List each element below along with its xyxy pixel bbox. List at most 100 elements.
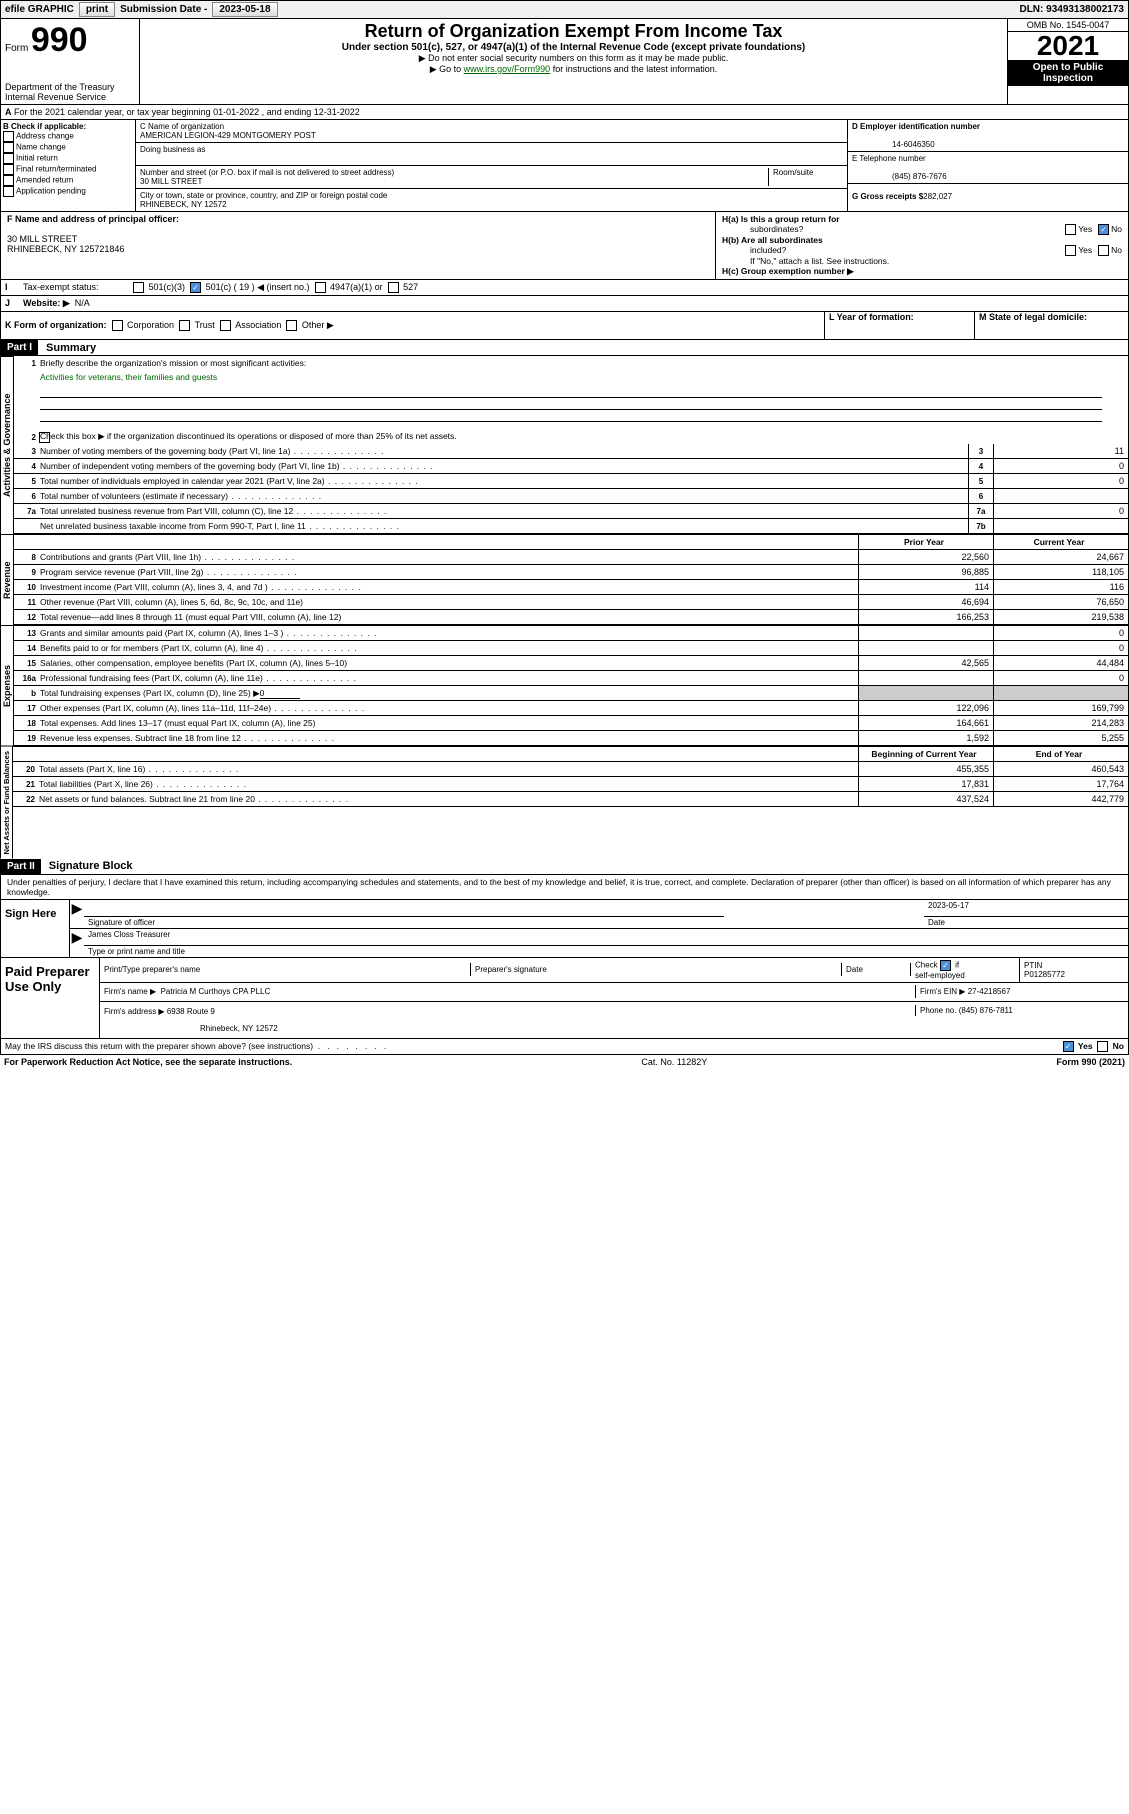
l9: Program service revenue (Part VIII, line… <box>40 566 858 578</box>
chk-trust[interactable] <box>179 320 190 331</box>
firm-name: Firm's name ▶ Patricia M Curthoys CPA PL… <box>100 985 916 998</box>
c14: 0 <box>993 641 1128 655</box>
website-label: Website: ▶ <box>23 298 70 309</box>
end-year-hdr: End of Year <box>993 747 1128 761</box>
p14 <box>858 641 993 655</box>
paid-label: Paid Preparer Use Only <box>1 958 100 1038</box>
p21: 17,831 <box>858 777 993 791</box>
l16a: Professional fundraising fees (Part IX, … <box>40 672 858 684</box>
chk-corp[interactable] <box>112 320 123 331</box>
v4: 0 <box>993 459 1128 473</box>
v6 <box>993 489 1128 503</box>
p19: 1,592 <box>858 731 993 745</box>
c13: 0 <box>993 626 1128 640</box>
ha-no[interactable] <box>1098 224 1109 235</box>
p22: 437,524 <box>858 792 993 806</box>
hd-label: H(c) Group exemption number ▶ <box>722 266 854 276</box>
officer-addr1: 30 MILL STREET <box>7 234 77 244</box>
side-activities: Activities & Governance <box>0 356 14 534</box>
ein-label: D Employer identification number <box>852 122 980 131</box>
declaration: Under penalties of perjury, I declare th… <box>0 875 1129 900</box>
website-val: N/A <box>75 298 90 309</box>
mission-text: Activities for veterans, their families … <box>14 370 1128 384</box>
ptin-cell: PTINP01285772 <box>1020 959 1128 981</box>
p8: 22,560 <box>858 550 993 564</box>
paperwork-notice: For Paperwork Reduction Act Notice, see … <box>4 1057 292 1067</box>
l10: Investment income (Part VIII, column (A)… <box>40 581 858 593</box>
p20: 455,355 <box>858 762 993 776</box>
chk-assoc[interactable] <box>220 320 231 331</box>
p16a <box>858 671 993 685</box>
street: 30 MILL STREET <box>140 177 202 186</box>
l21: Total liabilities (Part X, line 26) <box>39 778 858 790</box>
hb-label: H(b) Are all subordinates <box>722 235 823 245</box>
v7a: 0 <box>993 504 1128 518</box>
c17: 169,799 <box>993 701 1128 715</box>
form-header: Form 990 Department of the Treasury Inte… <box>0 19 1129 105</box>
prep-date-hdr: Date <box>842 963 911 976</box>
section-expenses: Expenses 13Grants and similar amounts pa… <box>0 625 1129 746</box>
l11: Other revenue (Part VIII, column (A), li… <box>40 596 858 608</box>
instr-2b: for instructions and the latest informat… <box>550 64 717 74</box>
ein: 14-6046350 <box>852 140 935 149</box>
firm-addr: Firm's address ▶ 6938 Route 9 <box>100 1005 916 1016</box>
chk-name[interactable] <box>3 142 14 153</box>
section-netassets: Net Assets or Fund Balances Beginning of… <box>0 746 1129 859</box>
chk-address[interactable] <box>3 131 14 142</box>
chk-501c3[interactable] <box>133 282 144 293</box>
k-label: K Form of organization: <box>5 320 107 331</box>
firm-ein: Firm's EIN ▶ 27-4218567 <box>916 985 1128 998</box>
subdate-label: Submission Date - <box>116 4 211 15</box>
c12: 219,538 <box>993 610 1128 624</box>
date-label: Date <box>924 917 1128 928</box>
discuss-row: May the IRS discuss this return with the… <box>0 1039 1129 1055</box>
entity-grid: B Check if applicable: Address change Na… <box>0 120 1129 212</box>
row-fh: F Name and address of principal officer:… <box>0 212 1129 280</box>
m-label: M State of legal domicile: <box>979 312 1087 322</box>
l19: Revenue less expenses. Subtract line 18 … <box>40 732 858 744</box>
l15: Salaries, other compensation, employee b… <box>40 657 858 669</box>
c19: 5,255 <box>993 731 1128 745</box>
officer-label: F Name and address of principal officer: <box>7 214 179 224</box>
side-expenses: Expenses <box>0 625 14 746</box>
l20: Total assets (Part X, line 16) <box>39 763 858 775</box>
ha-yes[interactable] <box>1065 224 1076 235</box>
col-b: B Check if applicable: Address change Na… <box>1 120 136 211</box>
chk-selfemp[interactable] <box>940 960 951 971</box>
c9: 118,105 <box>993 565 1128 579</box>
print-button[interactable]: print <box>79 2 115 17</box>
l7a: Total unrelated business revenue from Pa… <box>40 505 968 517</box>
instr-1: ▶ Do not enter social security numbers o… <box>144 53 1003 64</box>
chk-527[interactable] <box>388 282 399 293</box>
c11: 76,650 <box>993 595 1128 609</box>
b-header: B Check if applicable: <box>3 122 86 131</box>
chk-4947[interactable] <box>315 282 326 293</box>
irs-link[interactable]: www.irs.gov/Form990 <box>464 64 551 74</box>
discuss-no[interactable] <box>1097 1041 1108 1052</box>
chk-initial[interactable] <box>3 153 14 164</box>
chk-amended[interactable] <box>3 175 14 186</box>
l16b: Total fundraising expenses (Part IX, col… <box>40 687 858 700</box>
l6: Total number of volunteers (estimate if … <box>40 490 968 502</box>
v7b <box>993 519 1128 533</box>
l3: Number of voting members of the governin… <box>40 445 968 457</box>
l2-desc: Check this box ▶ if the organization dis… <box>40 431 457 441</box>
chk-other[interactable] <box>286 320 297 331</box>
chk-pending[interactable] <box>3 186 14 197</box>
part1-hdr: Part I <box>1 340 38 355</box>
dln: DLN: 93493138002173 <box>1019 4 1128 15</box>
chk-final[interactable] <box>3 164 14 175</box>
side-netassets: Net Assets or Fund Balances <box>0 746 13 859</box>
l2-chk[interactable] <box>39 432 50 443</box>
discuss-yes[interactable] <box>1063 1041 1074 1052</box>
chk-501c[interactable] <box>190 282 201 293</box>
v5: 0 <box>993 474 1128 488</box>
firm-addr2: Rhinebeck, NY 12572 <box>100 1022 1128 1035</box>
hb-no[interactable] <box>1098 245 1109 256</box>
firm-name-val: Patricia M Curthoys CPA PLLC <box>161 987 271 996</box>
subdate-button[interactable]: 2023-05-18 <box>212 2 277 17</box>
c8: 24,667 <box>993 550 1128 564</box>
p18: 164,661 <box>858 716 993 730</box>
sign-here-label: Sign Here <box>1 900 70 957</box>
hb-yes[interactable] <box>1065 245 1076 256</box>
